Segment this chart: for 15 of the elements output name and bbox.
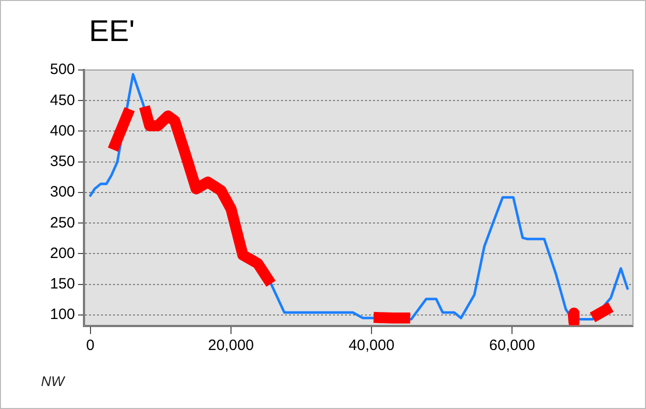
y-tick-label: 450 [50, 92, 76, 109]
y-tick-label: 350 [50, 153, 76, 170]
x-tick-label: 20,000 [208, 337, 254, 354]
y-tick-label: 500 [50, 61, 76, 78]
text: NW [41, 373, 64, 389]
chart-title: EE' [89, 15, 135, 49]
x-tick-label: 40,000 [348, 337, 394, 354]
x-tick-label: 0 [86, 337, 95, 354]
y-tick-label: 400 [50, 122, 76, 140]
y-tick-label: 200 [50, 244, 76, 262]
y-tick-label: 150 [50, 275, 76, 292]
y-tick-label: 300 [50, 184, 76, 201]
y-tick-label: 250 [50, 214, 76, 232]
x-tick-label: 60,000 [489, 337, 536, 354]
y-tick-label: 100 [50, 306, 76, 324]
